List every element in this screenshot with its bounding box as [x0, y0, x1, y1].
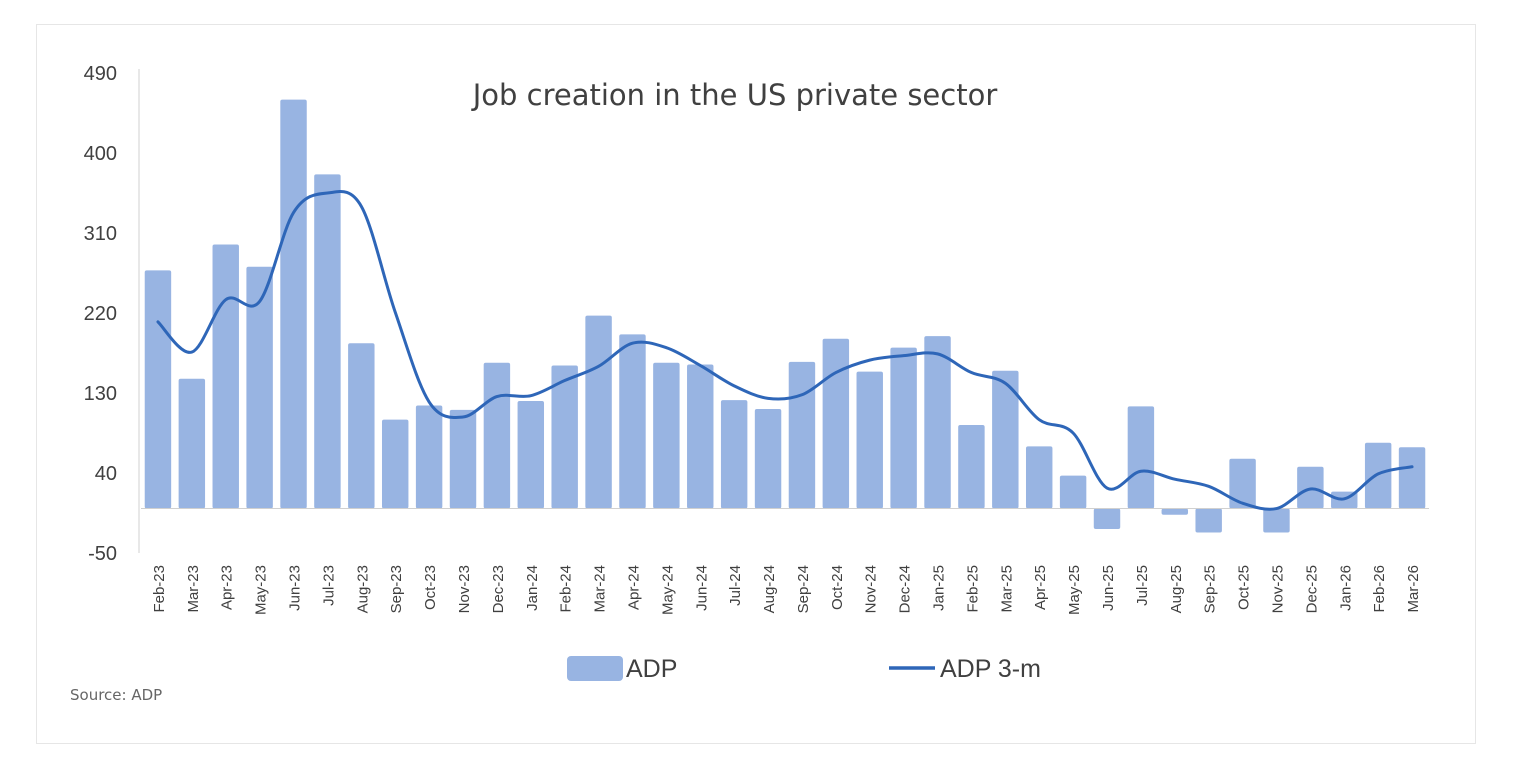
legend-swatch-adp: [567, 656, 623, 681]
x-tick-label: Mar-25: [998, 565, 1015, 613]
bar-adp: [483, 362, 511, 509]
x-tick-label: Jan-25: [931, 565, 948, 611]
x-tick-label: Nov-25: [1269, 565, 1286, 613]
x-tick-label: Aug-23: [354, 565, 371, 613]
bar-adp: [1059, 475, 1087, 509]
x-tick-label: Apr-24: [625, 565, 642, 610]
bar-adp: [381, 419, 409, 509]
bar-adp: [788, 361, 816, 509]
bar-adp: [246, 266, 273, 509]
legend-label-adp: ADP: [626, 655, 677, 683]
bar-adp: [1398, 447, 1426, 509]
bar-adp: [585, 315, 612, 509]
bar-adp: [1263, 508, 1290, 533]
x-tick-label: Dec-25: [1303, 565, 1320, 613]
x-tick-label: Oct-24: [829, 565, 846, 610]
adp-3m-line: [156, 190, 1414, 511]
x-tick-label: Jun-25: [1100, 565, 1117, 611]
x-tick-label: Nov-23: [456, 565, 473, 613]
x-tick-label: Apr-23: [219, 565, 236, 610]
x-tick-label: Mar-23: [185, 565, 202, 613]
x-tick-label: Oct-25: [1236, 565, 1253, 610]
legend: ADP ADP 3-m: [567, 655, 1041, 683]
x-tick-label: Apr-25: [1032, 565, 1049, 610]
bar-adp: [1127, 406, 1155, 509]
y-tick-label: 310: [84, 223, 117, 245]
x-tick-label: Feb-25: [964, 565, 981, 613]
x-tick-label: Feb-24: [558, 565, 575, 613]
bar-adp: [1093, 508, 1121, 529]
y-axis-tick-labels: -50 40 130 220 310 400 490: [84, 63, 117, 565]
bar-adp: [958, 425, 985, 509]
chart-frame: -50 40 130 220 310 400 490 Feb-23 Mar-23 Apr-23 M…: [36, 24, 1476, 744]
bar-adp: [1195, 508, 1222, 533]
x-tick-label: Aug-25: [1168, 565, 1185, 613]
source-note: Source: ADP: [70, 686, 163, 704]
x-axis-tick-labels: Feb-23 Mar-23 Apr-23 May-23 Jun-23 Jul-23 Aug-…: [151, 565, 1422, 615]
y-tick-label: 490: [84, 63, 117, 85]
bar-adp: [1025, 446, 1053, 509]
x-tick-label: May-25: [1066, 565, 1083, 615]
bar-adp: [517, 401, 545, 509]
bar-adp: [280, 99, 307, 509]
bar-adp: [1161, 508, 1189, 515]
bar-adp: [619, 334, 646, 509]
bar-adp: [822, 338, 850, 509]
x-tick-label: Oct-23: [422, 565, 439, 610]
bar-adp: [890, 347, 917, 509]
bar-adp: [178, 378, 206, 509]
y-tick-label: 220: [84, 303, 117, 325]
x-tick-label: Jan-26: [1337, 565, 1354, 611]
bar-adp: [144, 270, 172, 509]
x-tick-label: Sep-24: [795, 565, 812, 613]
x-tick-label: Feb-23: [151, 565, 168, 613]
bar-adp: [314, 174, 341, 509]
x-tick-label: Mar-26: [1405, 565, 1422, 613]
legend-label-adp-3m: ADP 3-m: [940, 655, 1041, 683]
x-tick-label: Jan-24: [524, 565, 541, 611]
x-tick-label: May-23: [253, 565, 270, 615]
x-tick-label: Aug-24: [761, 565, 778, 613]
y-tick-label: 40: [95, 463, 117, 485]
bar-adp: [415, 405, 443, 509]
bar-adp: [212, 244, 239, 509]
y-tick-label: 400: [84, 143, 117, 165]
bar-adp: [754, 409, 782, 509]
x-tick-label: Jul-24: [727, 565, 744, 606]
x-tick-label: Sep-25: [1202, 565, 1219, 613]
x-tick-label: Nov-24: [863, 565, 880, 613]
bar-adp: [992, 370, 1019, 509]
chart-title: Job creation in the US private sector: [471, 78, 998, 112]
adp-bars: [144, 99, 1426, 533]
x-tick-label: Dec-23: [490, 565, 507, 613]
chart: -50 40 130 220 310 400 490 Feb-23 Mar-23 Apr-23 M…: [84, 63, 1429, 683]
x-tick-label: Jun-23: [287, 565, 304, 611]
bar-adp: [348, 343, 375, 509]
bar-adp: [720, 400, 748, 509]
bar-adp: [1364, 442, 1392, 509]
x-tick-label: Feb-26: [1371, 565, 1388, 613]
x-tick-label: Jun-24: [693, 565, 710, 611]
bar-adp: [687, 364, 714, 509]
x-tick-label: Jul-23: [320, 565, 337, 606]
bar-adp: [551, 365, 578, 509]
bar-adp: [1229, 458, 1256, 509]
bar-adp: [449, 409, 477, 509]
x-tick-label: Dec-24: [897, 565, 914, 613]
y-tick-label: 130: [84, 383, 117, 405]
x-tick-label: Mar-24: [592, 565, 609, 613]
bar-adp: [653, 362, 680, 509]
x-tick-label: Jul-25: [1134, 565, 1151, 606]
y-tick-label: -50: [88, 543, 117, 565]
x-tick-label: May-24: [659, 565, 676, 615]
bar-adp: [924, 336, 951, 509]
x-tick-label: Sep-23: [388, 565, 405, 613]
bar-adp: [856, 371, 883, 509]
